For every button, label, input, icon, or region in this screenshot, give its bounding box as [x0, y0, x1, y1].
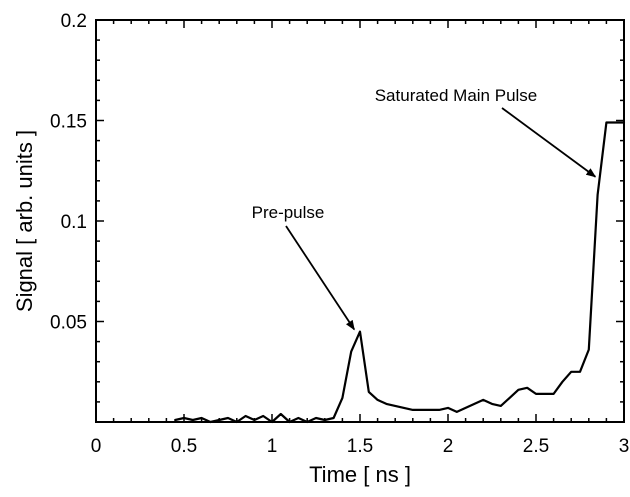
series-line	[174, 121, 626, 424]
y-tick-label: 0.05	[50, 313, 87, 334]
y-axis-label: Signal [ arb. units ]	[12, 130, 37, 312]
annotation-arrow	[285, 225, 355, 331]
annotation-label: Saturated Main Pulse	[375, 86, 538, 105]
x-tick-label: 2.5	[523, 436, 549, 457]
plot-frame	[95, 19, 625, 423]
x-tick-label: 1	[267, 436, 278, 457]
y-tick-label: 0.1	[61, 212, 87, 233]
annotation-label: Pre-pulse	[252, 203, 325, 222]
annotation-arrow	[501, 107, 597, 178]
x-tick-label: 2	[443, 436, 454, 457]
x-tick-label: 0.5	[171, 436, 197, 457]
y-tick-label: 0.15	[50, 112, 87, 133]
x-tick-label: 3	[619, 436, 630, 457]
x-axis-label: Time [ ns ]	[309, 462, 411, 487]
x-tick-label: 1.5	[347, 436, 373, 457]
y-tick-label: 0.2	[61, 11, 87, 32]
x-tick-label: 0	[91, 436, 102, 457]
